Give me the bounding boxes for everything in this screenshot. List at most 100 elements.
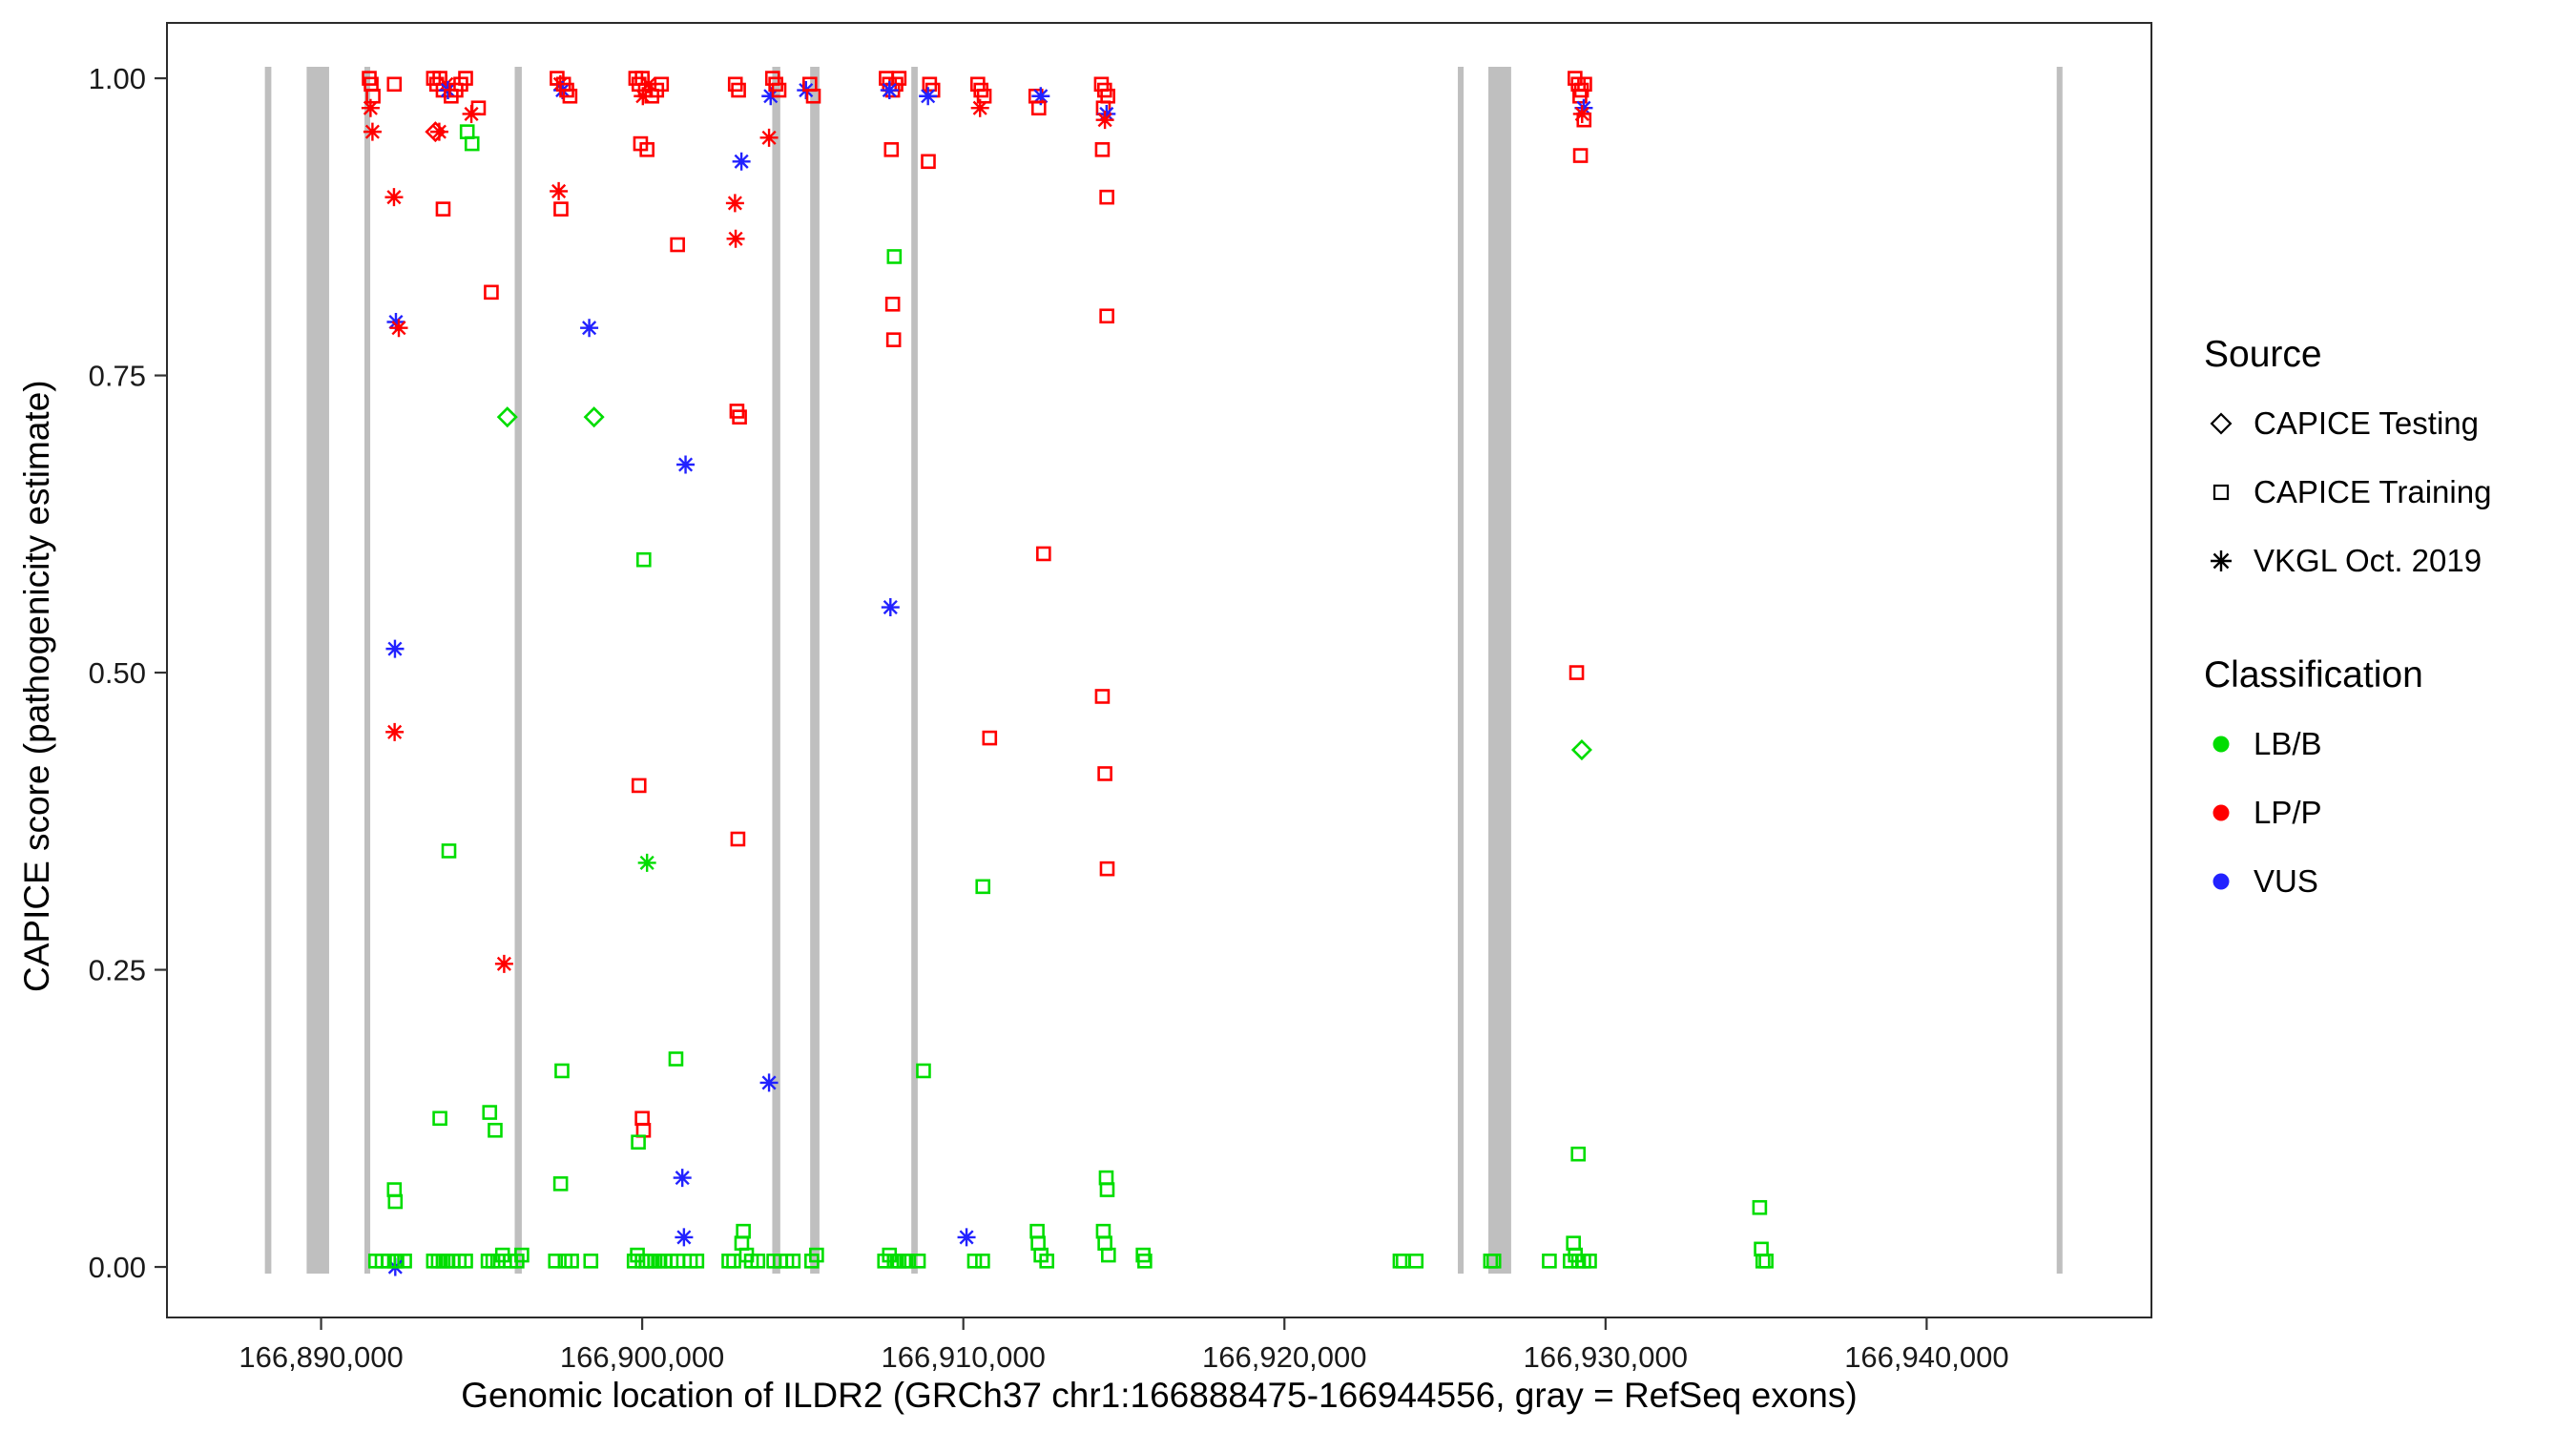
point-asterisk bbox=[639, 74, 658, 93]
point-square bbox=[482, 1105, 498, 1120]
point-asterisk bbox=[970, 98, 989, 117]
asterisk-icon bbox=[2211, 550, 2232, 571]
red-dot-icon bbox=[2212, 804, 2230, 821]
point-square bbox=[1395, 1254, 1411, 1269]
point-diamond bbox=[496, 406, 518, 428]
point-square bbox=[1099, 189, 1114, 205]
point-square bbox=[389, 1254, 405, 1269]
point-asterisk bbox=[363, 122, 382, 141]
point-asterisk bbox=[1097, 104, 1116, 123]
exon-bar bbox=[810, 67, 820, 1274]
point-square bbox=[809, 1247, 824, 1263]
point-asterisk bbox=[429, 122, 448, 141]
panel-border bbox=[166, 22, 2152, 1318]
legend-item-capice-testing: CAPICE Testing bbox=[2204, 389, 2574, 458]
legend-item-label: VKGL Oct. 2019 bbox=[2254, 543, 2483, 578]
point-asterisk bbox=[726, 229, 745, 248]
legend-item-lpp: LP/P bbox=[2204, 778, 2574, 847]
point-square bbox=[1570, 1146, 1587, 1162]
point-square bbox=[631, 1134, 646, 1151]
point-asterisk bbox=[580, 319, 599, 338]
exon-bar bbox=[2056, 67, 2063, 1274]
point-asterisk bbox=[732, 152, 751, 171]
point-square bbox=[1566, 1235, 1581, 1251]
point-diamond bbox=[1570, 739, 1592, 761]
x-tick-label: 166,930,000 bbox=[1524, 1340, 1688, 1374]
point-square bbox=[562, 88, 578, 104]
point-square bbox=[636, 551, 652, 568]
legend-item-label: LB/B bbox=[2254, 726, 2322, 761]
legend-item-lbb: LB/B bbox=[2204, 710, 2574, 778]
point-square bbox=[982, 730, 998, 746]
point-asterisk bbox=[675, 1228, 694, 1247]
x-tick-label: 166,890,000 bbox=[239, 1340, 403, 1374]
point-square bbox=[1099, 861, 1115, 877]
point-square bbox=[1408, 1254, 1424, 1269]
point-asterisk bbox=[761, 87, 780, 106]
point-square bbox=[1392, 1254, 1408, 1269]
point-square bbox=[1752, 1199, 1768, 1215]
point-square bbox=[910, 1254, 926, 1269]
point-asterisk bbox=[759, 128, 779, 147]
point-square bbox=[750, 1254, 766, 1269]
point-square bbox=[1029, 1223, 1045, 1239]
point-square bbox=[966, 1254, 983, 1269]
legend-item-label: LP/P bbox=[2254, 795, 2322, 830]
point-square bbox=[883, 142, 900, 157]
point-square bbox=[381, 1254, 397, 1269]
legend-item-label: VUS bbox=[2254, 863, 2318, 899]
legend-item-capice-training: CAPICE Training bbox=[2204, 458, 2574, 527]
diamond-icon bbox=[2210, 412, 2233, 435]
y-tick-label: 0.75 bbox=[89, 360, 146, 393]
point-square bbox=[1099, 1182, 1115, 1197]
y-tick-label: 1.00 bbox=[89, 62, 146, 95]
point-square bbox=[654, 76, 670, 93]
legend-item-vus: VUS bbox=[2204, 847, 2574, 916]
legend-source-title: Source bbox=[2204, 334, 2322, 375]
point-asterisk bbox=[676, 455, 696, 474]
point-asterisk bbox=[1031, 87, 1050, 106]
point-square bbox=[805, 88, 821, 104]
y-tick-label: 0.50 bbox=[89, 656, 146, 690]
point-square bbox=[884, 296, 901, 312]
x-tick-label: 166,900,000 bbox=[560, 1340, 724, 1374]
legend-item-label: CAPICE Training bbox=[2254, 474, 2492, 509]
point-square bbox=[488, 1122, 503, 1138]
point-square bbox=[564, 1254, 579, 1269]
point-square bbox=[689, 1254, 705, 1269]
x-axis-title: Genomic location of ILDR2 (GRCh37 chr1:1… bbox=[461, 1376, 1858, 1415]
point-square bbox=[732, 409, 747, 425]
point-asterisk bbox=[880, 81, 899, 100]
point-square bbox=[726, 1254, 741, 1269]
point-asterisk bbox=[385, 639, 405, 658]
point-square bbox=[1036, 546, 1051, 562]
legend-item-vkgl: VKGL Oct. 2019 bbox=[2204, 527, 2574, 595]
y-tick-label: 0.25 bbox=[89, 954, 146, 987]
point-square bbox=[1097, 766, 1112, 781]
point-square bbox=[1576, 112, 1592, 128]
legend-item-label: CAPICE Testing bbox=[2254, 405, 2479, 441]
point-square bbox=[548, 1254, 564, 1269]
point-asterisk bbox=[881, 598, 900, 617]
point-asterisk bbox=[1574, 98, 1593, 117]
exon-bar bbox=[364, 67, 371, 1274]
point-square bbox=[975, 879, 991, 895]
x-tick-label: 166,920,000 bbox=[1202, 1340, 1366, 1374]
legend: Source CAPICE Testing CAPICE Training VK… bbox=[2204, 334, 2574, 916]
point-asterisk bbox=[550, 181, 569, 200]
point-square bbox=[1099, 308, 1114, 324]
point-square bbox=[1097, 1235, 1112, 1251]
point-square bbox=[734, 1235, 750, 1251]
point-square bbox=[1572, 88, 1588, 104]
point-square bbox=[721, 1254, 737, 1269]
point-asterisk bbox=[389, 319, 408, 338]
exon-bar bbox=[264, 67, 272, 1274]
point-square bbox=[484, 284, 499, 301]
point-square bbox=[916, 1063, 931, 1079]
point-asterisk bbox=[384, 188, 404, 207]
point-square bbox=[785, 1254, 801, 1269]
point-square bbox=[1095, 1223, 1111, 1239]
point-square bbox=[634, 1110, 650, 1127]
blue-dot-icon bbox=[2212, 873, 2230, 890]
point-asterisk bbox=[361, 98, 380, 117]
